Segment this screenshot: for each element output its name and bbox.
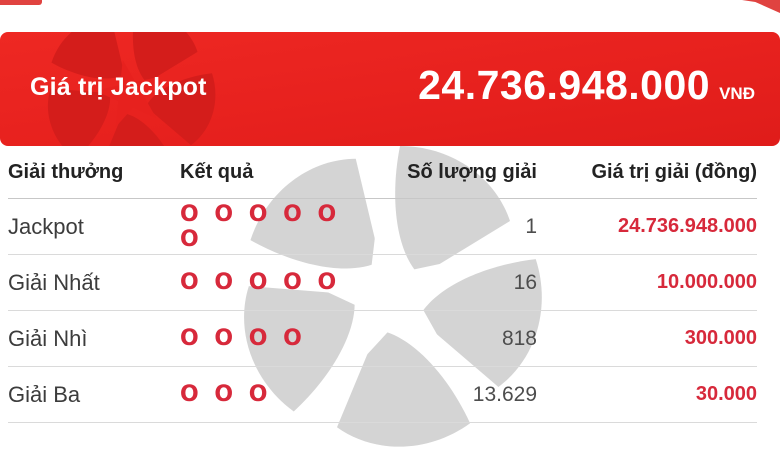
prize-value: 300.000 — [684, 327, 757, 349]
table-row-giai-nhat: Giải Nhất O O O O O 16 10.000.000 — [8, 255, 757, 311]
result-circles: O O O O — [180, 326, 306, 351]
table-row-giai-nhi: Giải Nhì O O O O 818 300.000 — [8, 311, 757, 367]
prize-table: Giải thưởng Kết quả Số lượng giải Giá tr… — [0, 146, 780, 423]
prize-count: 16 — [513, 270, 537, 294]
top-left-red-sliver — [0, 0, 42, 5]
table-row-jackpot: Jackpot O O O O O O 1 24.736.948.000 — [8, 199, 757, 255]
result-circles: O O O O O — [180, 270, 341, 295]
column-header-prize: Giải thưởng — [8, 160, 124, 183]
prize-label: Giải Ba — [8, 381, 81, 407]
prize-value: 10.000.000 — [656, 271, 757, 293]
jackpot-currency: VNĐ — [719, 84, 755, 103]
table-row-giai-ba: Giải Ba O O O 13.629 30.000 — [8, 367, 757, 423]
column-header-result: Kết quả — [180, 160, 254, 183]
jackpot-banner: Giá trị Jackpot 24.736.948.000 VNĐ — [0, 32, 780, 146]
jackpot-banner-title: Giá trị Jackpot — [30, 73, 207, 101]
column-header-value: Giá trị giải (đồng) — [591, 160, 757, 183]
vietlott-star-icon — [40, 32, 220, 146]
prize-value: 30.000 — [695, 383, 757, 405]
prize-table-header: Giải thưởng Kết quả Số lượng giải Giá tr… — [8, 146, 757, 199]
column-header-count: Số lượng giải — [407, 160, 537, 183]
result-circles: O O O — [180, 382, 272, 407]
prize-value: 24.736.948.000 — [617, 215, 757, 237]
prize-label: Giải Nhất — [8, 269, 100, 295]
prize-count: 818 — [501, 326, 537, 350]
prize-label: Giải Nhì — [8, 325, 88, 351]
top-right-red-sliver — [742, 0, 780, 13]
jackpot-amount-group: 24.736.948.000 VNĐ — [418, 62, 755, 109]
jackpot-amount: 24.736.948.000 — [418, 62, 711, 108]
prize-label: Jackpot — [8, 213, 84, 239]
prize-count: 1 — [525, 214, 537, 238]
result-circles: O O O O O O — [180, 201, 341, 252]
prize-count: 13.629 — [472, 382, 537, 406]
